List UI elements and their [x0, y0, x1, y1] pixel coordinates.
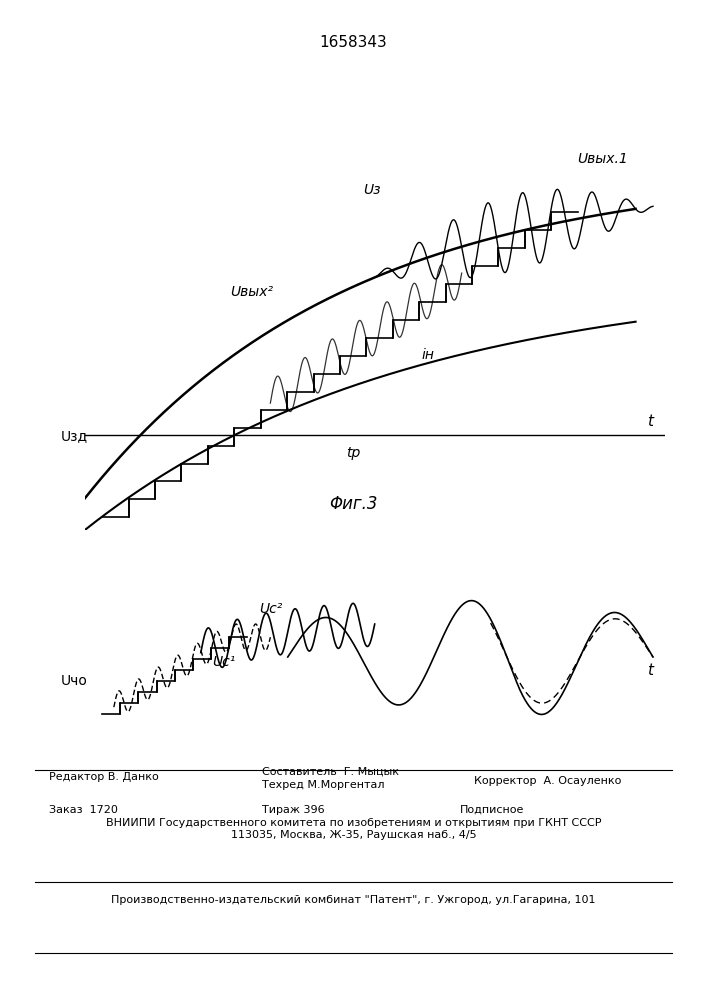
Text: Φиг.3: Φиг.3 [329, 495, 378, 513]
Text: Техред М.Моргентал: Техред М.Моргентал [262, 780, 384, 790]
Text: ВНИИПИ Государственного комитета по изобретениям и открытиям при ГКНТ СССР: ВНИИПИ Государственного комитета по изоб… [106, 818, 601, 828]
Text: Производственно-издательский комбинат "Патент", г. Ужгород, ул.Гагарина, 101: Производственно-издательский комбинат "П… [111, 895, 596, 905]
Text: Uзд: Uзд [61, 429, 88, 443]
Text: t: t [647, 663, 653, 678]
Text: t: t [647, 414, 653, 428]
Text: iн: iн [421, 348, 434, 362]
Text: Корректор  А. Осауленко: Корректор А. Осауленко [474, 776, 621, 786]
Text: Составитель  Г. Мыцык: Составитель Г. Мыцык [262, 767, 399, 777]
Text: Заказ  1720: Заказ 1720 [49, 805, 118, 815]
Text: Uвых.1: Uвых.1 [578, 152, 629, 166]
Text: Uз: Uз [363, 183, 380, 197]
Text: 1658343: 1658343 [320, 35, 387, 50]
Text: Тираж 396: Тираж 396 [262, 805, 325, 815]
Text: Uс²: Uс² [259, 602, 282, 616]
Text: Uчо: Uчо [61, 674, 88, 688]
Text: Редактор В. Данко: Редактор В. Данко [49, 772, 159, 782]
Text: Uс¹: Uс¹ [212, 655, 235, 669]
Text: Uвых²: Uвых² [230, 285, 273, 299]
Text: Подписное: Подписное [460, 805, 524, 815]
Text: 113035, Москва, Ж-35, Раушская наб., 4/5: 113035, Москва, Ж-35, Раушская наб., 4/5 [230, 830, 477, 840]
Text: tр: tр [346, 446, 360, 460]
